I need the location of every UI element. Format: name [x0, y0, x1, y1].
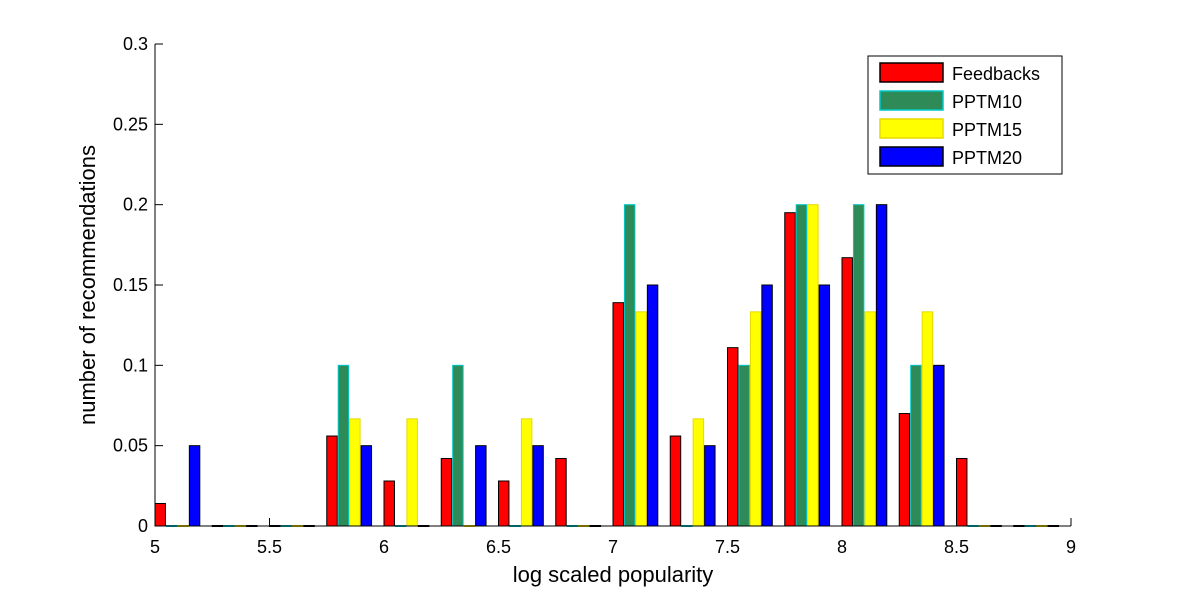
bar-pptm20-8	[646, 284, 659, 527]
bar-feedbacks-0	[154, 503, 166, 527]
legend-label-pptm15: PPTM15	[952, 120, 1022, 140]
bar-pptm20-3	[360, 445, 373, 527]
bars-layer	[154, 204, 1060, 527]
bar-feedbacks-5	[440, 458, 453, 527]
y-tick-label-6: 0.3	[123, 34, 148, 54]
y-axis-label: number of recommendations	[75, 145, 100, 425]
x-tick-label-1: 5.5	[257, 537, 282, 557]
y-tick-label-0: 0	[138, 516, 148, 536]
x-tick-label-3: 6.5	[486, 537, 511, 557]
bar-pptm20-0	[188, 445, 201, 527]
bar-feedbacks-4	[383, 480, 395, 527]
bar-feedbacks-7	[555, 458, 567, 527]
legend-label-pptm10: PPTM10	[952, 92, 1022, 112]
bar-feedbacks-12	[841, 257, 853, 527]
bar-feedbacks-11	[784, 212, 796, 527]
x-tick-label-7: 8.5	[944, 537, 969, 557]
y-tick-label-1: 0.05	[113, 436, 148, 456]
bar-pptm10-8	[623, 204, 636, 527]
bar-pptm10-13	[910, 364, 922, 527]
bar-pptm10-3	[337, 364, 350, 527]
bar-pptm10-5	[452, 364, 464, 527]
bar-pptm20-11	[818, 284, 831, 527]
bar-pptm15-3	[349, 418, 361, 527]
legend-swatch-pptm10	[879, 90, 944, 111]
legend-label-feedbacks: Feedbacks	[952, 64, 1040, 84]
y-tick-label-4: 0.2	[123, 195, 148, 215]
bar-pptm15-8	[635, 311, 647, 527]
bar-pptm20-12	[875, 204, 888, 527]
bar-pptm10-12	[852, 204, 865, 527]
bar-pptm20-9	[704, 445, 716, 527]
bar-pptm15-13	[921, 311, 934, 527]
x-tick-label-5: 7.5	[715, 537, 740, 557]
bar-pptm10-11	[795, 204, 808, 527]
x-tick-label-6: 8	[837, 537, 847, 557]
bar-pptm15-9	[692, 418, 705, 527]
bar-feedbacks-13	[898, 413, 911, 527]
y-tick-label-5: 0.25	[113, 114, 148, 134]
bar-feedbacks-6	[498, 480, 510, 527]
bar-pptm15-4	[406, 418, 418, 527]
bar-feedbacks-8	[612, 302, 624, 527]
legend-swatch-pptm15	[879, 118, 944, 139]
bar-pptm20-10	[761, 284, 773, 527]
x-tick-label-0: 5	[150, 537, 160, 557]
bar-feedbacks-3	[326, 435, 338, 527]
x-tick-label-2: 6	[379, 537, 389, 557]
bar-pptm15-10	[749, 311, 762, 527]
bar-feedbacks-9	[669, 435, 682, 527]
legend: Feedbacks PPTM10 PPTM15 PPTM20	[867, 55, 1063, 175]
x-axis-label: log scaled popularity	[513, 562, 714, 587]
bar-pptm15-11	[807, 204, 819, 527]
x-tick-label-8: 9	[1066, 537, 1076, 557]
bar-pptm20-13	[933, 364, 945, 527]
bar-feedbacks-14	[956, 458, 968, 527]
axes-layer: 5 5.5 6 6.5 7 7.5 8 8.5 9 0 0.05 0.1 0.15 0.2 0.25 0.3	[113, 34, 1076, 557]
bar-pptm15-6	[520, 418, 533, 527]
legend-swatch-pptm20	[879, 146, 944, 167]
bar-pptm20-6	[532, 445, 544, 527]
bar-pptm10-10	[738, 364, 750, 527]
bar-pptm15-12	[864, 311, 876, 527]
y-tick-label-2: 0.1	[123, 355, 148, 375]
bar-pptm20-5	[475, 445, 487, 527]
legend-swatch-feedbacks	[879, 62, 944, 83]
bar-feedbacks-10	[727, 347, 739, 527]
x-tick-label-4: 7	[608, 537, 618, 557]
legend-label-pptm20: PPTM20	[952, 148, 1022, 168]
y-tick-label-3: 0.15	[113, 275, 148, 295]
